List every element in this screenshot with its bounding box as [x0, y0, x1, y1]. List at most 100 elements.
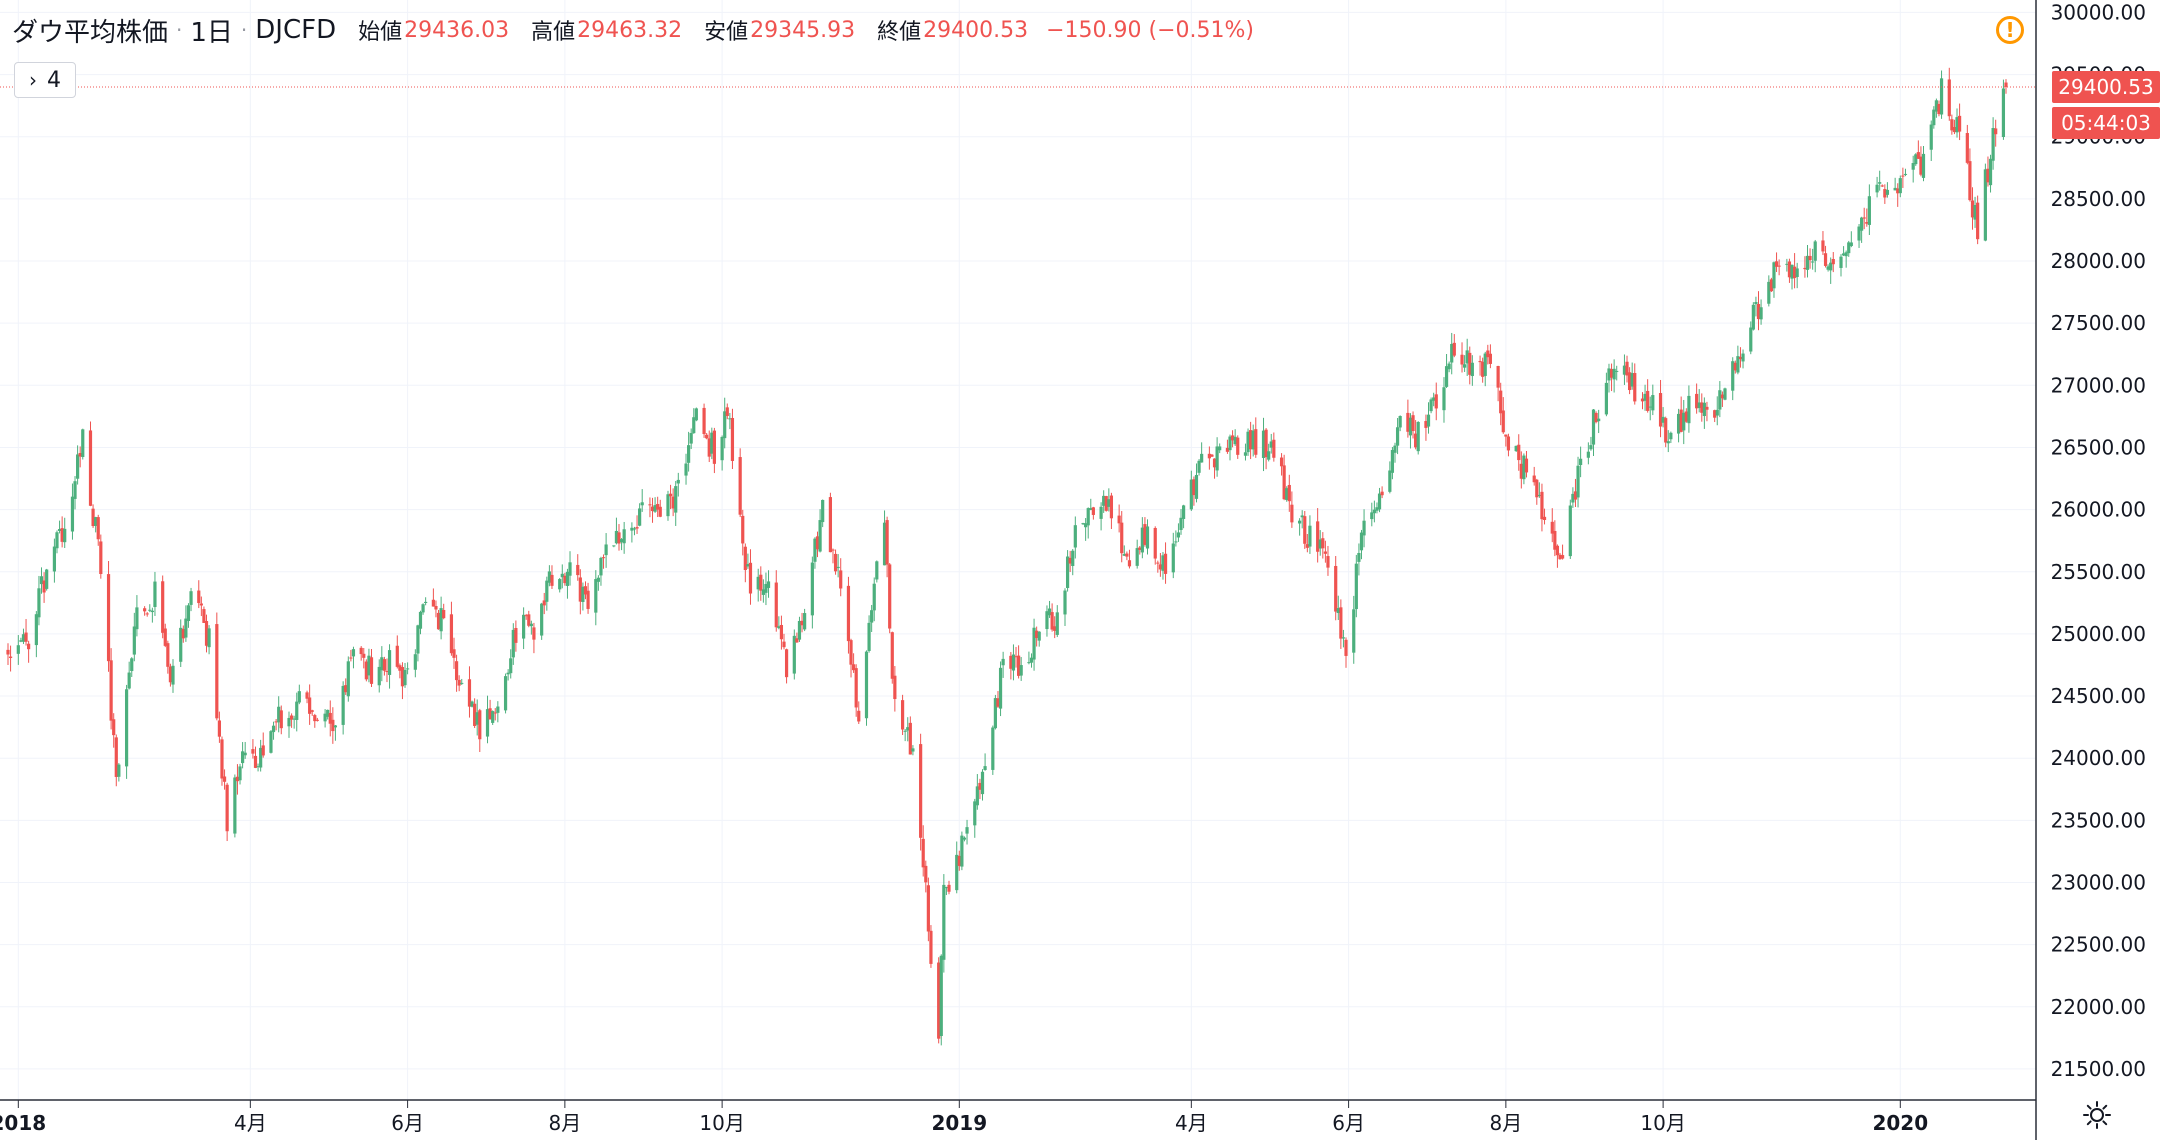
candle-body — [385, 671, 389, 673]
change-value: −150.90 (−0.51%) — [1046, 17, 1255, 43]
candle-body — [888, 564, 892, 629]
candle-body — [1504, 434, 1508, 437]
symbol-title[interactable]: ダウ平均株価 — [12, 17, 169, 48]
candle-body — [1607, 368, 1611, 381]
candle-body — [795, 638, 799, 643]
candle-body — [418, 611, 423, 629]
candle-body — [960, 835, 964, 867]
candle-body — [996, 698, 1000, 707]
candle-body — [42, 580, 46, 593]
candle-body — [1323, 551, 1327, 554]
candle-body — [911, 748, 915, 752]
candle-body — [1200, 453, 1204, 463]
candle-body — [1661, 416, 1665, 423]
candle-body — [1045, 611, 1049, 630]
candle-body — [993, 698, 997, 729]
candle-body — [1181, 505, 1186, 519]
warning-icon[interactable]: ! — [1996, 16, 2024, 44]
candle-body — [135, 607, 139, 630]
candle-body — [1777, 265, 1781, 267]
candle-body — [1880, 185, 1884, 187]
candle-body — [1282, 465, 1286, 500]
close-value: 29400.53 — [923, 17, 1029, 43]
candle-body — [1143, 524, 1147, 545]
candle-body — [1290, 504, 1294, 523]
candle-body — [207, 628, 211, 648]
candle-body — [692, 417, 696, 434]
candle-body — [1501, 410, 1505, 433]
candle-body — [21, 634, 26, 642]
candle-body — [1233, 436, 1237, 445]
candle-body — [568, 562, 572, 576]
candle-body — [547, 571, 551, 583]
candle-body — [431, 599, 435, 607]
source-label: DJCFD — [255, 15, 337, 45]
close-label: 終値 — [877, 20, 922, 45]
candle-body — [1460, 354, 1464, 365]
candle-body — [1831, 258, 1835, 265]
interval-label[interactable]: 1日 — [190, 17, 233, 48]
candle-body — [45, 569, 49, 589]
high-value: 29463.32 — [577, 17, 683, 43]
candle-body — [364, 661, 368, 680]
candle-body — [1883, 189, 1887, 198]
price-tick-label: 25500.00 — [2051, 560, 2146, 584]
candle-body — [2004, 82, 2008, 87]
candle-body — [1316, 521, 1320, 552]
candle-body — [1380, 491, 1384, 496]
candle-body — [849, 640, 853, 665]
candle-body — [1622, 365, 1627, 375]
candle-body — [576, 564, 580, 576]
candle-body — [1279, 457, 1284, 467]
candle-body — [1733, 362, 1737, 371]
candle-body — [1053, 626, 1057, 631]
candle-body — [380, 657, 384, 671]
candle-body — [1558, 554, 1562, 560]
candle-body — [439, 608, 443, 632]
candle-body — [712, 430, 716, 464]
price-tick-label: 23000.00 — [2051, 870, 2146, 894]
candle-body — [279, 710, 283, 729]
candle-body — [1135, 548, 1139, 566]
time-axis-label: 2019 — [931, 1111, 987, 1135]
candle-body — [1125, 553, 1129, 557]
candle-body — [1697, 402, 1701, 409]
candle-body — [308, 697, 312, 714]
chart-legend: ダウ平均株価 · 1日 · DJCFD 始値 29436.03 高値 29463… — [12, 10, 1254, 50]
candle-body — [220, 739, 224, 779]
candle-body — [1939, 78, 1944, 115]
settings-icon[interactable] — [2082, 1100, 2112, 1130]
candle-body — [1174, 541, 1178, 543]
candle-body — [1084, 523, 1088, 528]
price-tick-label: 23500.00 — [2051, 808, 2146, 832]
candle-body — [1194, 474, 1199, 499]
candle-body — [511, 629, 515, 658]
candle-body — [179, 627, 183, 662]
candle-body — [491, 711, 495, 723]
candle-body — [1395, 427, 1400, 446]
candle-body — [1555, 545, 1560, 556]
candle-body — [872, 583, 876, 611]
candle-body — [1772, 262, 1776, 289]
price-tick-label: 26500.00 — [2051, 435, 2146, 459]
indicators-toggle-button[interactable]: › 4 — [14, 62, 76, 98]
candle-body — [434, 605, 438, 610]
time-axis-label: 2020 — [1872, 1111, 1928, 1135]
candle-body — [545, 580, 549, 602]
candle-body — [797, 620, 802, 640]
candle-body — [906, 727, 910, 731]
candle-body — [452, 649, 456, 658]
candle-body — [1594, 412, 1598, 423]
candle-body — [821, 499, 825, 523]
indicators-count: 4 — [47, 67, 61, 93]
candle-body — [529, 623, 533, 627]
candle-body — [1171, 543, 1175, 573]
candle-body — [27, 643, 31, 650]
candle-body — [784, 649, 789, 678]
candle-body — [1127, 560, 1132, 567]
candle-body — [1321, 538, 1325, 549]
candle-body — [132, 626, 136, 655]
candle-body — [813, 538, 817, 562]
chevron-right-icon: › — [29, 68, 37, 92]
